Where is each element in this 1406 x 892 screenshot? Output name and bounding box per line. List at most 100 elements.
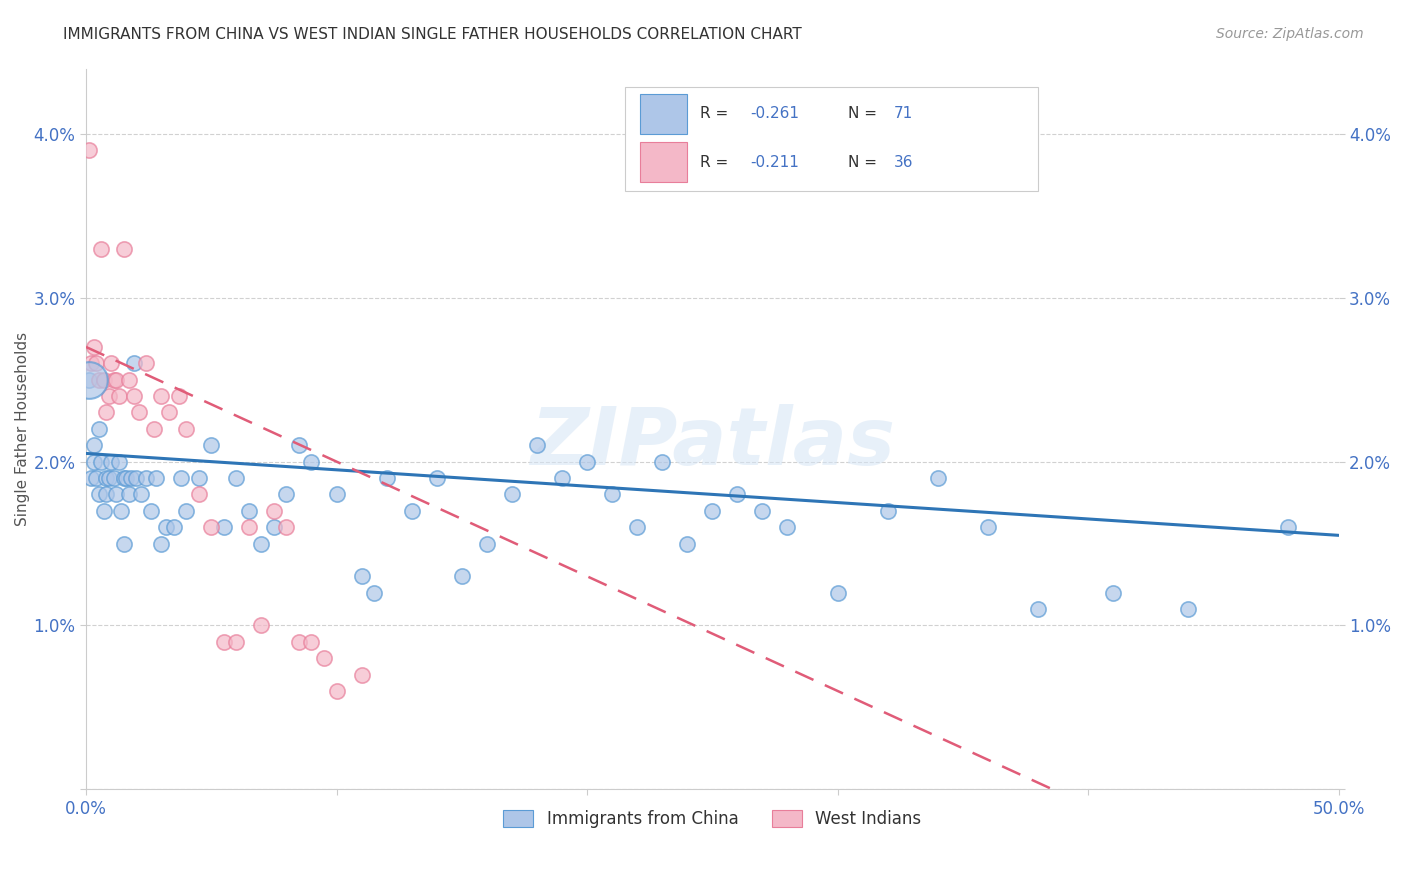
Point [551,471,574,485]
Text: N =: N = [848,106,882,121]
Point [135,471,157,485]
Point [827,585,849,599]
FancyBboxPatch shape [624,87,1038,191]
Point [212,520,235,534]
Point [112,471,135,485]
Point [288,438,311,452]
Point [225,635,247,649]
Text: Source: ZipAtlas.com: Source: ZipAtlas.com [1216,27,1364,41]
Point [157,405,180,419]
Point [651,455,673,469]
FancyBboxPatch shape [640,143,688,182]
Point [225,471,247,485]
Point [115,471,138,485]
Point [97,471,120,485]
Point [150,536,173,550]
Point [350,569,373,583]
Point [776,520,799,534]
Point [576,455,599,469]
Point [276,520,298,534]
Point [187,487,209,501]
Point [97,389,120,403]
Point [129,487,152,501]
Point [1102,585,1125,599]
Text: 71: 71 [894,106,912,121]
Point [142,422,165,436]
Point [200,438,222,452]
Point [626,520,648,534]
Point [927,471,949,485]
Point [110,504,132,518]
Point [1026,602,1049,616]
Point [103,373,125,387]
Point [325,487,347,501]
Point [288,635,311,649]
Point [238,504,260,518]
Point [77,373,100,387]
Point [1277,520,1299,534]
Point [200,520,222,534]
Point [107,455,129,469]
Point [94,405,117,419]
Point [90,242,112,256]
Point [174,504,197,518]
Point [312,651,335,665]
Point [155,520,177,534]
Point [276,487,298,501]
Point [426,471,449,485]
Point [450,569,472,583]
Point [105,373,128,387]
Point [112,536,135,550]
Point [187,471,209,485]
Text: ZIPatlas: ZIPatlas [530,404,894,483]
Point [401,504,423,518]
Point [526,438,548,452]
Text: N =: N = [848,154,882,169]
Point [128,405,150,419]
Point [170,471,193,485]
Point [145,471,167,485]
Point [117,373,139,387]
Point [163,520,186,534]
Point [600,487,623,501]
Point [83,340,105,354]
Point [676,536,699,550]
Point [93,504,115,518]
Point [301,455,323,469]
Point [751,504,773,518]
Point [77,144,100,158]
Point [122,356,145,370]
Point [141,504,163,518]
Point [107,389,129,403]
Point [77,373,100,387]
Point [250,618,273,632]
Point [122,389,145,403]
Point [363,585,385,599]
Point [977,520,1000,534]
Point [83,455,105,469]
Point [702,504,724,518]
Point [120,471,142,485]
Point [117,487,139,501]
Point [87,373,110,387]
Text: -0.211: -0.211 [749,154,799,169]
Point [876,504,898,518]
Point [212,635,235,649]
Text: 36: 36 [894,154,914,169]
Point [725,487,748,501]
Point [80,471,103,485]
Point [105,487,128,501]
Point [94,487,117,501]
Point [263,520,285,534]
Point [1177,602,1199,616]
Point [87,422,110,436]
Point [375,471,398,485]
Point [80,356,103,370]
Point [93,373,115,387]
Point [301,635,323,649]
Text: R =: R = [700,154,733,169]
Point [250,536,273,550]
Point [83,438,105,452]
Point [112,242,135,256]
Point [87,487,110,501]
